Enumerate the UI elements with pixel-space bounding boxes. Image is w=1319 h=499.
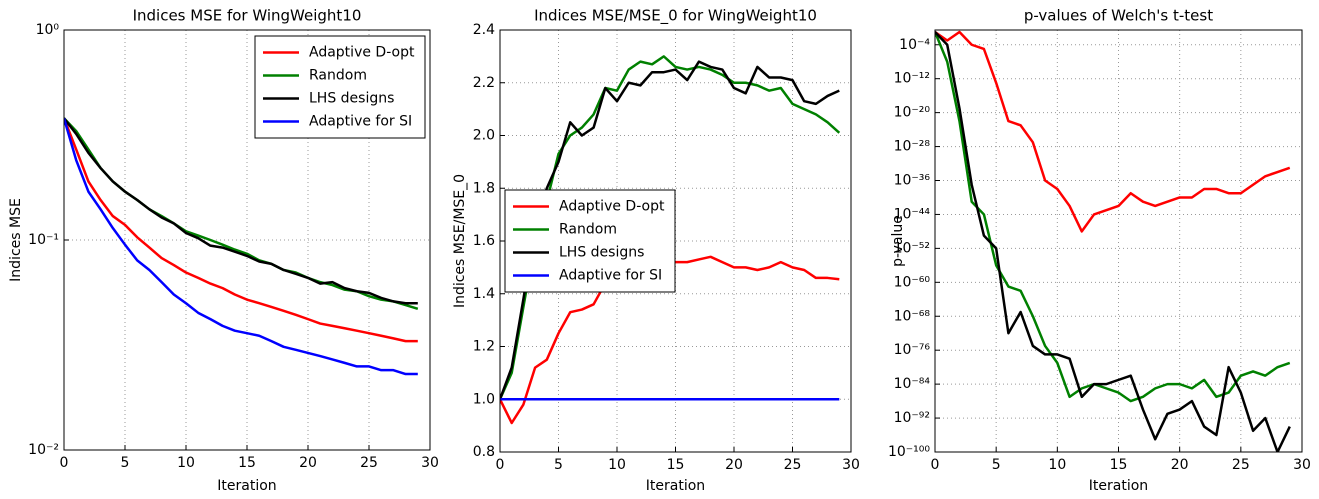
y-tick-label: 1.2 <box>473 339 495 355</box>
y-tick-label: 1.8 <box>473 180 495 196</box>
chart-title: Indices MSE/MSE_0 for WingWeight10 <box>534 7 817 26</box>
y-tick-label: 10⁻⁶⁰ <box>894 274 931 290</box>
series-line <box>935 31 1291 452</box>
x-axis-label: Iteration <box>1089 478 1148 494</box>
y-tick-label: 2.2 <box>473 75 495 91</box>
legend-label: Adaptive D-opt <box>559 199 665 215</box>
legend-label: Adaptive for SI <box>559 268 662 284</box>
y-tick-label: 1.6 <box>473 233 495 249</box>
y-tick-label: 10⁻² <box>28 442 59 458</box>
x-axis-label: Iteration <box>217 478 276 494</box>
x-tick-label: 0 <box>496 457 505 473</box>
legend-label: Random <box>559 222 617 238</box>
legend-label: Adaptive D-opt <box>309 45 415 61</box>
legend-label: Random <box>309 68 367 84</box>
x-tick-label: 25 <box>1232 457 1250 473</box>
y-tick-label: 2.4 <box>473 22 495 38</box>
x-tick-label: 15 <box>1110 457 1128 473</box>
plot-frame <box>934 29 1303 453</box>
plot-area <box>935 30 1291 452</box>
y-tick-label: 10⁻²⁸ <box>894 139 931 155</box>
x-tick-label: 20 <box>299 455 317 471</box>
series-line <box>64 117 418 305</box>
x-tick-label: 25 <box>360 455 378 471</box>
legend-label: LHS designs <box>559 245 644 261</box>
y-axis-label: Indices MSE/MSE_0 <box>452 174 468 308</box>
y-tick-label: 10⁻⁹² <box>894 410 930 426</box>
x-axis-label: Iteration <box>646 478 705 494</box>
plot-area <box>64 117 419 376</box>
y-axis-label: p-value <box>890 215 906 267</box>
y-tick-label: 1.4 <box>473 286 495 302</box>
y-tick-label: 10⁻⁴ <box>899 37 930 53</box>
legend-label: LHS designs <box>309 91 394 107</box>
y-tick-label: 10⁰ <box>36 22 60 38</box>
x-tick-label: 5 <box>992 457 1001 473</box>
y-tick-label: 0.8 <box>473 444 495 460</box>
x-tick-label: 20 <box>1171 457 1189 473</box>
y-tick-label: 10⁻⁸⁴ <box>894 376 931 392</box>
y-tick-label: 10⁻⁷⁶ <box>894 342 931 358</box>
plot-frame <box>63 29 431 451</box>
series-line <box>935 30 1291 233</box>
y-tick-label: 10⁻¹² <box>894 71 930 87</box>
x-tick-label: 30 <box>421 455 439 471</box>
x-tick-label: 25 <box>784 457 802 473</box>
y-tick-label: 10⁻⁶⁸ <box>894 308 931 324</box>
legend: Adaptive D-opt Random LHS designs Adaptive … <box>504 189 676 293</box>
legend: Adaptive D-opt Random LHS designs Adaptive … <box>254 35 426 139</box>
x-tick-label: 0 <box>931 457 940 473</box>
chart-title: p-values of Welch's t-test <box>1024 7 1213 25</box>
x-tick-label: 30 <box>1293 457 1311 473</box>
x-tick-label: 5 <box>554 457 563 473</box>
x-tick-label: 15 <box>238 455 256 471</box>
chart-panel: Indices MSE for WingWeight10 Iteration Ind… <box>8 7 439 495</box>
y-tick-label: 10⁻⁵² <box>894 240 930 256</box>
plot-frame <box>499 29 852 453</box>
y-axis-label: Indices MSE <box>8 198 24 282</box>
y-tick-label: 10⁻¹⁰⁰ <box>888 444 930 460</box>
x-tick-label: 0 <box>60 455 69 471</box>
x-tick-label: 30 <box>842 457 860 473</box>
x-tick-label: 5 <box>121 455 130 471</box>
series-line <box>500 60 840 400</box>
x-tick-label: 10 <box>1048 457 1066 473</box>
series-line <box>500 55 841 400</box>
y-tick-label: 10⁻⁴⁴ <box>894 206 931 222</box>
series-line <box>935 31 1291 403</box>
y-tick-label: 10⁻³⁶ <box>894 173 931 189</box>
y-tick-label: 10⁻¹ <box>28 232 59 248</box>
chart-title: Indices MSE for WingWeight10 <box>133 7 362 25</box>
series-line <box>64 117 418 343</box>
y-tick-label: 10⁻²⁰ <box>894 105 931 121</box>
x-tick-label: 10 <box>608 457 626 473</box>
x-tick-label: 15 <box>667 457 685 473</box>
x-tick-label: 10 <box>177 455 195 471</box>
series-line <box>64 117 419 311</box>
y-tick-label: 1.0 <box>473 391 495 407</box>
chart-panel: Indices MSE/MSE_0 for WingWeight10 Iterat… <box>452 7 860 495</box>
legend-label: Adaptive for SI <box>309 114 412 130</box>
y-tick-label: 2.0 <box>473 128 495 144</box>
series-line <box>64 117 418 376</box>
x-tick-label: 20 <box>725 457 743 473</box>
chart-panel: p-values of Welch's t-test Iteration p-val… <box>888 7 1311 495</box>
